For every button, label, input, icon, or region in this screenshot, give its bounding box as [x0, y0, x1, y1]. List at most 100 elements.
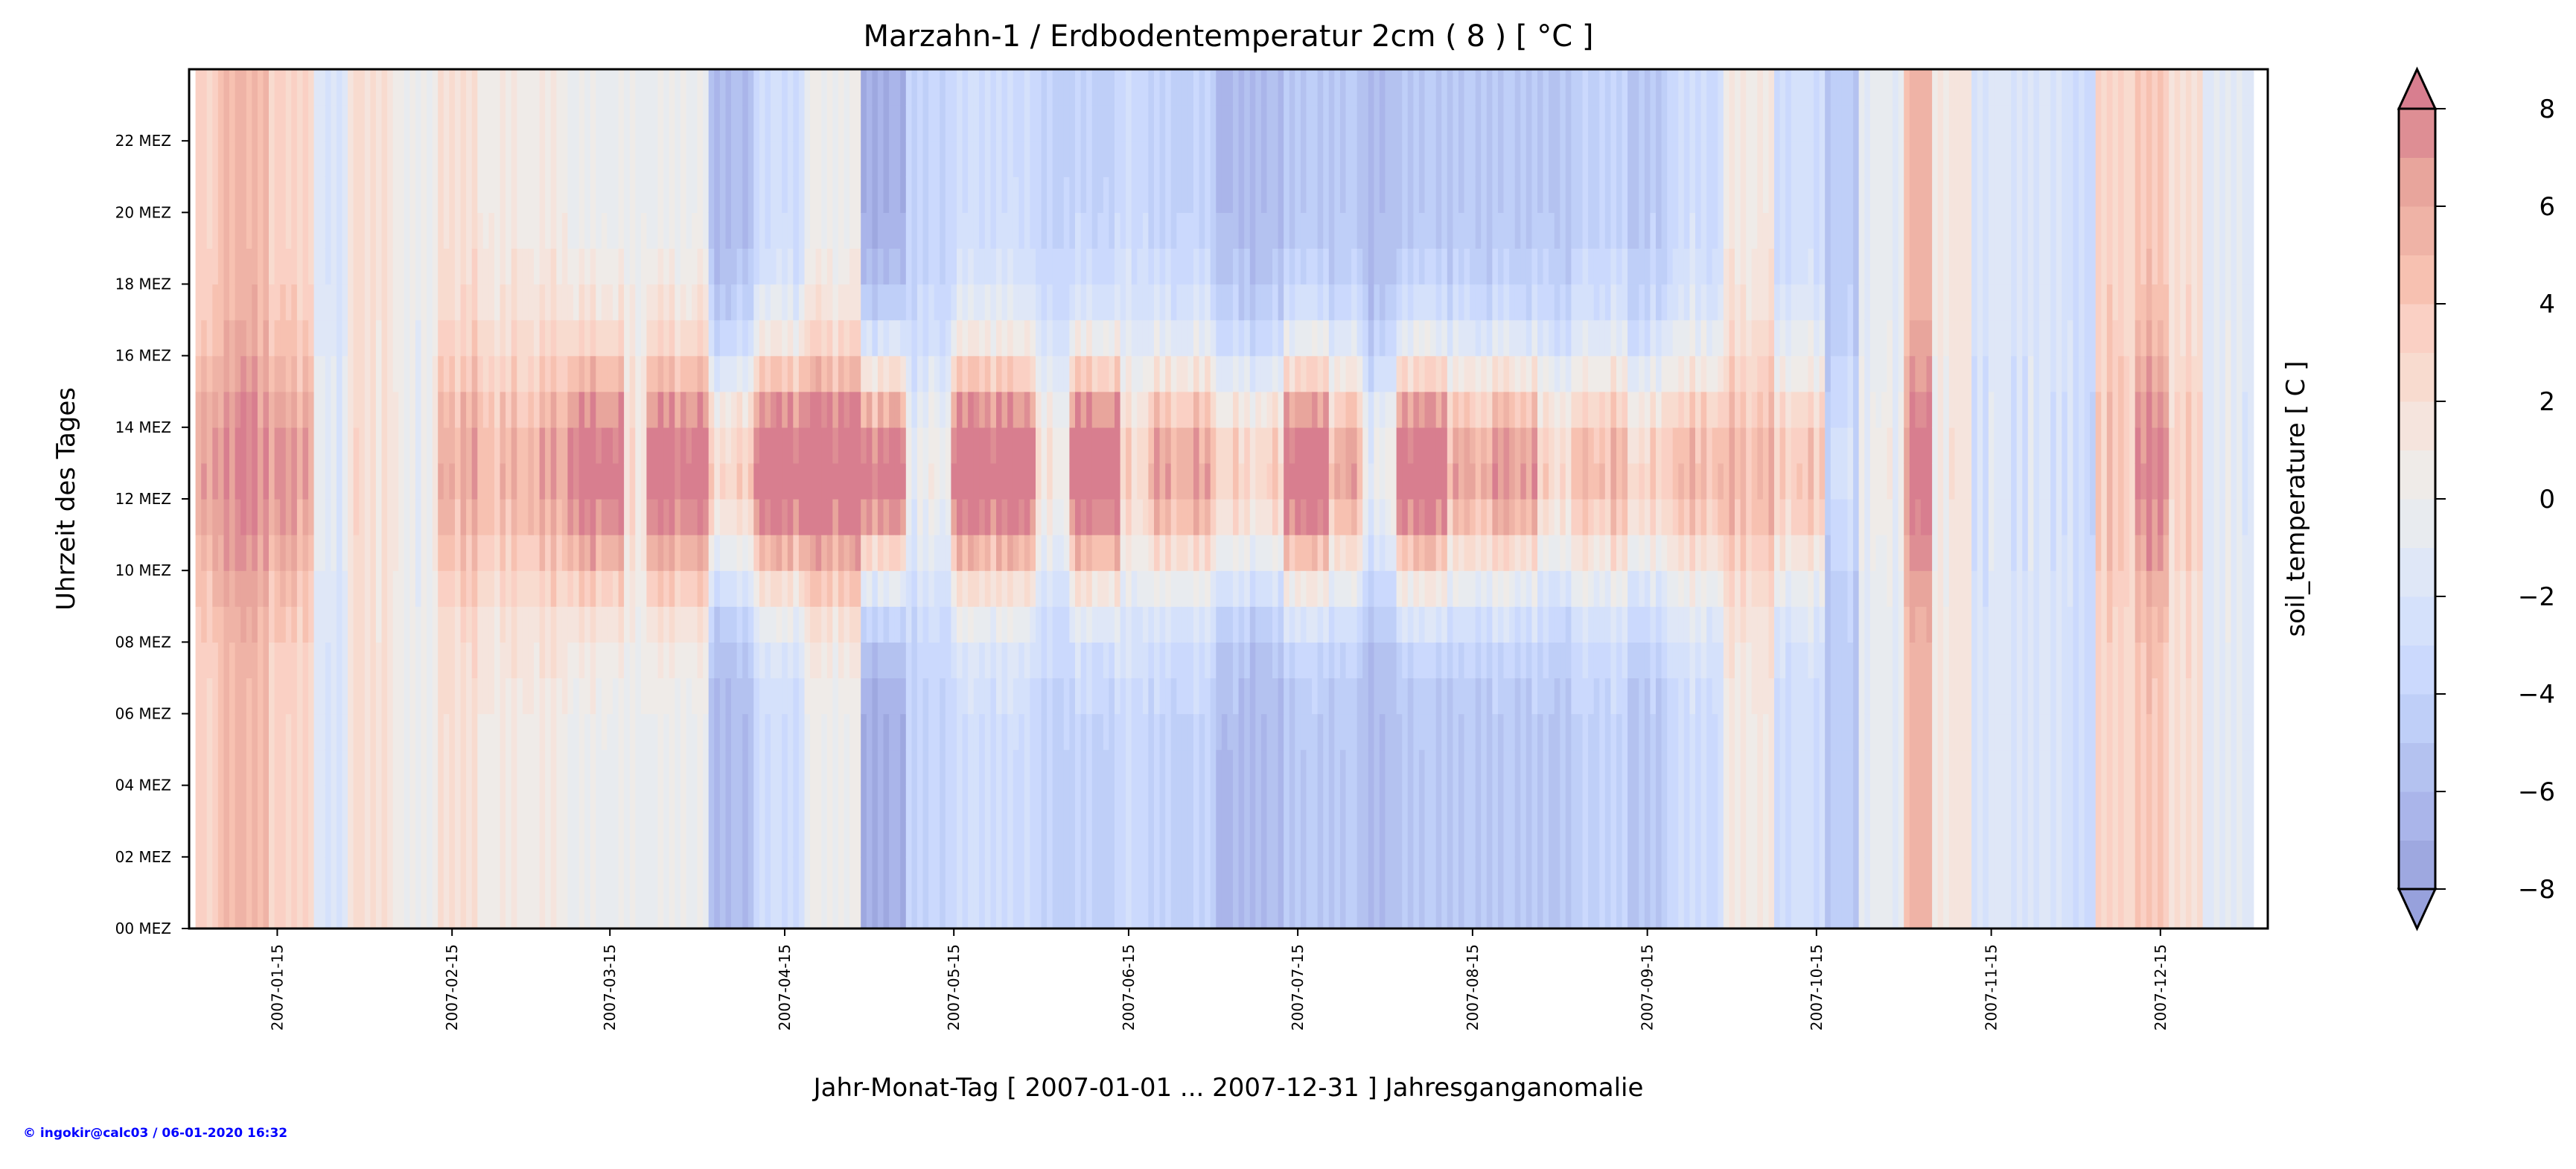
heatmap-cell	[1041, 105, 1048, 141]
heatmap-cell	[573, 499, 580, 535]
heatmap-cell	[1199, 355, 1205, 392]
heatmap-cell	[838, 141, 845, 177]
heatmap-cell	[359, 105, 366, 141]
heatmap-cell	[883, 355, 890, 392]
heatmap-cell	[477, 642, 484, 678]
heatmap-cell	[1199, 713, 1205, 751]
heatmap-cell	[1103, 749, 1110, 786]
heatmap-cell	[832, 678, 839, 715]
heatmap-cell	[217, 678, 225, 715]
heatmap-cell	[506, 713, 512, 751]
heatmap-cell	[308, 892, 315, 929]
heatmap-cell	[1317, 319, 1324, 357]
heatmap-cell	[1024, 69, 1030, 106]
heatmap-cell	[669, 535, 675, 571]
heatmap-cell	[1187, 678, 1194, 715]
heatmap-cell	[235, 678, 241, 715]
heatmap-cell	[652, 856, 659, 894]
heatmap-cell	[1047, 284, 1053, 321]
heatmap-cell	[455, 856, 462, 894]
heatmap-cell	[815, 248, 822, 285]
heatmap-cell	[511, 141, 517, 177]
heatmap-cell	[1289, 713, 1295, 751]
heatmap-cell	[291, 749, 298, 786]
heatmap-cell	[1131, 606, 1138, 643]
heatmap-cell	[877, 284, 884, 321]
heatmap-cell	[686, 713, 692, 751]
heatmap-cell	[866, 355, 873, 392]
heatmap-cell	[1351, 141, 1358, 177]
heatmap-cell	[331, 212, 337, 249]
heatmap-cell	[692, 176, 698, 213]
heatmap-cell	[252, 141, 258, 177]
heatmap-cell	[449, 606, 456, 643]
heatmap-cell	[567, 678, 574, 715]
heatmap-cell	[771, 678, 777, 715]
heatmap-cell	[1075, 785, 1082, 822]
heatmap-cell	[1289, 284, 1295, 321]
heatmap-cell	[629, 499, 636, 535]
heatmap-cell	[1131, 678, 1138, 715]
heatmap-cell	[1018, 606, 1025, 643]
heatmap-cell	[1018, 69, 1025, 106]
heatmap-cell	[996, 678, 1003, 715]
heatmap-cell	[916, 749, 924, 786]
heatmap-cell	[545, 319, 552, 357]
heatmap-cell	[257, 391, 264, 428]
heatmap-cell	[810, 284, 817, 321]
heatmap-cell	[1300, 69, 1307, 106]
heatmap-cell	[675, 462, 681, 500]
heatmap-cell	[1142, 642, 1150, 678]
heatmap-cell	[1323, 856, 1330, 894]
heatmap-cell	[1007, 176, 1014, 213]
heatmap-cell	[381, 678, 388, 715]
heatmap-cell	[471, 535, 478, 571]
heatmap-cell	[1075, 749, 1082, 786]
heatmap-cell	[900, 462, 907, 500]
heatmap-cell	[1300, 248, 1307, 285]
heatmap-cell	[1120, 535, 1126, 571]
heatmap-cell	[1351, 821, 1358, 858]
heatmap-cell	[714, 713, 721, 751]
heatmap-cell	[325, 176, 331, 213]
heatmap-cell	[1284, 749, 1290, 786]
heatmap-cell	[590, 535, 596, 571]
heatmap-cell	[336, 284, 343, 321]
heatmap-cell	[968, 355, 975, 392]
heatmap-cell	[900, 141, 907, 177]
heatmap-cell	[940, 499, 946, 535]
heatmap-cell	[979, 856, 986, 894]
heatmap-cell	[810, 141, 817, 177]
heatmap-cell	[421, 749, 427, 786]
heatmap-cell	[675, 319, 681, 357]
heatmap-cell	[973, 284, 980, 321]
heatmap-cell	[697, 391, 704, 428]
heatmap-cell	[1356, 248, 1363, 285]
heatmap-cell	[692, 69, 698, 106]
heatmap-cell	[1036, 355, 1042, 392]
heatmap-cell	[798, 535, 806, 571]
heatmap-cell	[714, 141, 721, 177]
heatmap-cell	[832, 355, 839, 392]
heatmap-cell	[1001, 355, 1008, 392]
heatmap-cell	[223, 391, 230, 428]
heatmap-cell	[1266, 391, 1273, 428]
heatmap-cell	[765, 141, 771, 177]
heatmap-cell	[348, 535, 354, 571]
heatmap-cell	[1227, 606, 1234, 643]
heatmap-cell	[787, 749, 794, 786]
heatmap-cell	[984, 499, 991, 535]
heatmap-cell	[765, 499, 771, 535]
heatmap-cell	[1103, 713, 1110, 751]
heatmap-cell	[1312, 319, 1319, 357]
heatmap-cell	[280, 284, 287, 321]
heatmap-cell	[229, 355, 236, 392]
heatmap-cell	[539, 606, 546, 643]
heatmap-cell	[1103, 535, 1110, 571]
heatmap-cell	[1306, 499, 1313, 535]
heatmap-cell	[1317, 678, 1324, 715]
heatmap-cell	[1328, 462, 1335, 500]
heatmap-cell	[1249, 678, 1256, 715]
heatmap-cell	[375, 535, 383, 571]
heatmap-cell	[934, 462, 940, 500]
